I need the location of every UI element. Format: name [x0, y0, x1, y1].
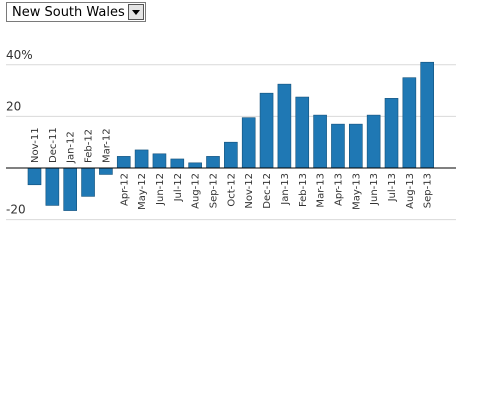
bar — [313, 114, 327, 169]
bar — [402, 77, 417, 169]
category-label: Jun-12 — [155, 173, 166, 206]
y-tick-label: -20 — [6, 203, 26, 217]
category-label: May-12 — [137, 173, 148, 210]
bar — [206, 156, 220, 169]
bar — [295, 96, 310, 169]
bar — [384, 98, 399, 169]
y-tick-label: 20 — [6, 99, 21, 113]
bar — [63, 167, 78, 211]
category-label: Feb-13 — [298, 173, 309, 207]
bar — [45, 167, 60, 206]
category-label: Mar-13 — [316, 173, 327, 208]
category-label: Mar-12 — [101, 128, 112, 163]
bar — [81, 167, 95, 197]
bar — [27, 167, 42, 186]
category-label: Jan-13 — [280, 173, 291, 206]
category-label: Apr-12 — [119, 173, 130, 206]
category-label: Jul-13 — [387, 173, 398, 202]
bar — [259, 92, 274, 169]
category-label: May-13 — [351, 173, 362, 210]
bar — [277, 83, 292, 169]
region-select[interactable]: New South Wales — [6, 2, 146, 22]
bar — [170, 158, 185, 169]
category-label: Feb-12 — [84, 129, 95, 163]
region-select-value: New South Wales — [12, 5, 125, 20]
category-label: Aug-12 — [191, 173, 202, 209]
bar — [241, 117, 256, 169]
category-label: Nov-12 — [244, 173, 255, 209]
bar-layer — [27, 61, 435, 211]
bar — [188, 162, 202, 169]
bar — [152, 153, 167, 169]
chevron-down-icon[interactable] — [128, 4, 144, 20]
bar — [348, 123, 363, 169]
category-label: Dec-11 — [48, 127, 59, 163]
bar — [420, 61, 435, 169]
bar — [224, 141, 238, 169]
y-tick-label: 40% — [6, 48, 33, 62]
category-label: Sep-12 — [209, 173, 220, 208]
category-label: Sep-13 — [423, 173, 434, 208]
category-label: Jun-13 — [369, 173, 380, 206]
bar — [331, 123, 345, 169]
category-label: Nov-11 — [30, 127, 41, 163]
bar — [134, 149, 149, 169]
bar — [99, 167, 113, 175]
bar — [116, 156, 131, 169]
category-label: Apr-13 — [333, 173, 344, 206]
category-label: Jan-12 — [66, 131, 77, 164]
grid-layer — [6, 64, 456, 221]
category-label: Jul-12 — [173, 173, 184, 202]
category-label: Oct-12 — [226, 173, 237, 207]
category-label: Dec-12 — [262, 173, 273, 209]
bar — [366, 114, 381, 169]
category-label: Aug-13 — [405, 173, 416, 209]
label-layer: 40% 20 -20 Nov-11 Dec-11 Jan-12 Feb-12 Mar-12 Ap… — [6, 48, 434, 217]
